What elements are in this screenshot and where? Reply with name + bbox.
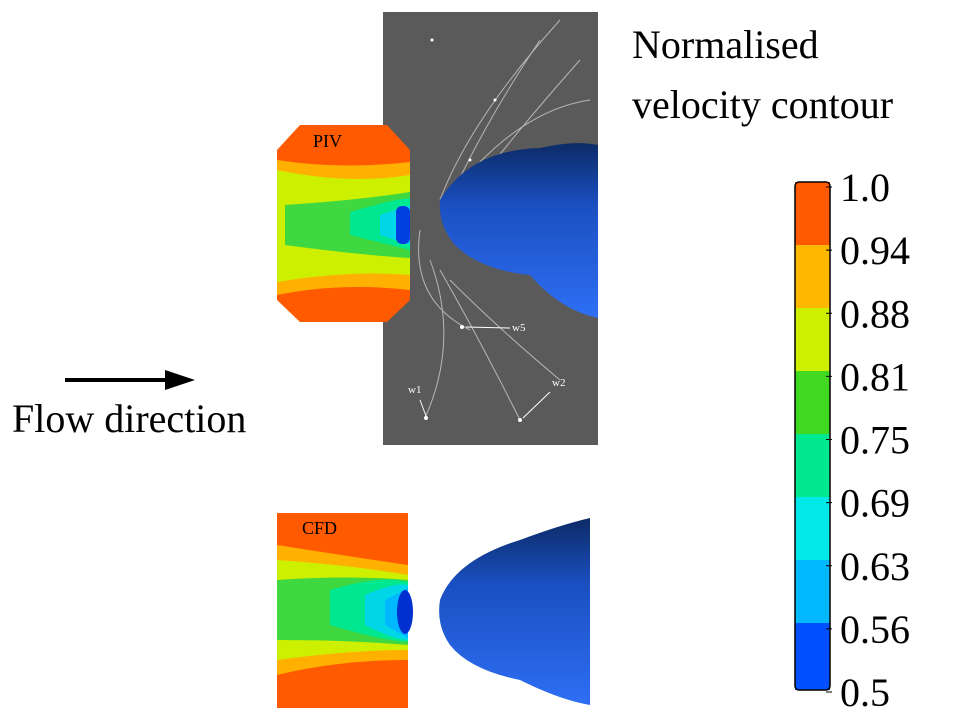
cfd-contour <box>277 513 413 708</box>
piv-contour <box>277 125 410 322</box>
panel-label: PIV <box>313 131 342 151</box>
colorbar-label: 0.81 <box>840 354 910 399</box>
marker-leaders <box>419 326 551 419</box>
flow-label: Flow direction <box>12 396 246 441</box>
colorbar-label: 0.5 <box>840 670 890 715</box>
title-line: Normalised <box>632 22 819 67</box>
body-cfd <box>439 518 590 705</box>
colorbar-label: 0.69 <box>840 481 910 526</box>
colorbar-label: 1.0 <box>840 165 890 210</box>
title-line: velocity contour <box>632 82 893 127</box>
colorbar-label: 0.94 <box>840 228 910 273</box>
colorbar-label: 0.56 <box>840 607 910 652</box>
panel-label: CFD <box>302 518 337 538</box>
colorbar <box>794 181 831 691</box>
body-piv <box>439 143 598 318</box>
flow-arrowhead <box>165 370 195 390</box>
marker-label: w5 <box>512 322 526 334</box>
colorbar-label: 0.88 <box>840 291 910 336</box>
colorbar-label: 0.63 <box>840 544 910 589</box>
particles <box>424 38 522 422</box>
colorbar-label: 0.75 <box>840 418 910 463</box>
marker-label: w1 <box>408 384 421 396</box>
marker-label: w2 <box>552 377 565 389</box>
